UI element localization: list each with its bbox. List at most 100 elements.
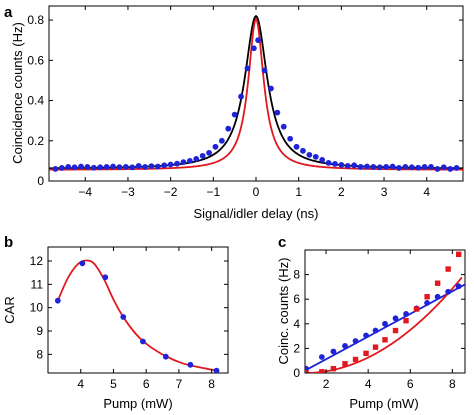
panel-a-x-ticks: −4 −3 −2 −1 0 1 2 3 4	[78, 6, 430, 199]
panel-a-data-point	[325, 159, 332, 166]
panel-a-data-point	[174, 160, 180, 167]
panel-c-data-point	[372, 344, 379, 350]
panel-a-data-point	[364, 163, 370, 170]
panel-b-data-point	[213, 367, 220, 373]
panel-c-data-point	[342, 361, 348, 367]
panel-a-data-point	[428, 164, 434, 170]
panel-c-x-ticks: 2 4 6 8	[323, 250, 456, 391]
panel-b-x-ticks: 4 5 6 7 8	[77, 247, 215, 391]
panel-a-data-point	[338, 162, 345, 168]
panel-b-x-tick-label: 7	[176, 377, 183, 391]
panel-c-data-point	[352, 338, 359, 344]
panel-a-data-point	[389, 163, 396, 170]
panel-c-y-tick-label: 8	[293, 268, 300, 282]
panel-c-data-point	[445, 288, 452, 295]
panel-a-data-point	[161, 162, 168, 169]
panel-c-frame	[304, 249, 466, 374]
panel-b-red-fit-line	[56, 259, 217, 372]
panel-c-data-point	[392, 315, 399, 322]
panel-a-data-point	[261, 67, 268, 74]
panel-c-data-point	[372, 327, 379, 334]
panel-a-letter: a	[4, 4, 13, 21]
panel-b-data-point	[102, 274, 109, 281]
panel-a-y-ticks: 0 0.2 0.4 0.6 0.8	[27, 13, 463, 188]
panel-c-data-point	[382, 337, 388, 343]
panel-a-data-point	[421, 164, 428, 170]
panel-c: c 2 4 6 8 0 2 4 6 8 Pump (mW) Coinc. counts (Hz…	[276, 234, 466, 411]
panel-c-data-point	[434, 293, 441, 300]
panel-a-data-point	[167, 161, 174, 168]
panel-a-data-point	[180, 159, 187, 165]
panel-b-y-tick-label: 12	[30, 254, 44, 268]
panel-a-data-point	[135, 163, 142, 169]
panel-a-data-point	[287, 135, 294, 142]
panel-a-data-point	[199, 152, 206, 159]
panel-a-data-point	[238, 93, 244, 100]
panel-b-data-point	[120, 314, 127, 320]
panel-b-letter: b	[4, 234, 13, 251]
panel-a-data-point	[122, 164, 129, 170]
panel-a: a −4 −3 −2 −1 0 1 2 3 4 0 0.2 0.4 0.6 0.8 Signal/idl…	[4, 4, 464, 221]
panel-a-y-axis-label: Coincidence counts (Hz)	[10, 22, 25, 164]
panel-c-x-tick-label: 6	[407, 377, 414, 391]
panel-a-data-point	[218, 137, 225, 144]
panel-a-data-point	[129, 164, 136, 171]
panel-a-data-point	[376, 164, 383, 171]
panel-a-x-tick-label: −2	[164, 185, 178, 199]
panel-b-data-point	[187, 361, 194, 368]
panel-a-data-point	[78, 163, 84, 170]
panel-a-data-point	[332, 161, 338, 167]
panel-a-data-point	[58, 165, 65, 171]
panel-c-data-point	[455, 251, 462, 258]
panel-a-data-point	[110, 163, 116, 170]
panel-c-data-point	[319, 369, 325, 373]
panel-a-data-point	[434, 166, 441, 172]
panel-b-x-tick-label: 4	[77, 377, 84, 391]
panel-a-x-tick-label: 4	[423, 185, 430, 199]
panel-a-x-tick-label: 2	[338, 185, 345, 199]
panel-b-y-axis-label: CAR	[2, 296, 17, 323]
panel-a-data-point	[370, 164, 377, 170]
panel-a-data-point	[280, 123, 287, 130]
panel-b-y-tick-label: 10	[30, 301, 44, 315]
panel-a-data-point	[65, 164, 72, 170]
panel-c-letter: c	[278, 234, 286, 251]
panel-c-data-point	[363, 350, 369, 357]
panel-c-data-point	[455, 283, 462, 290]
panel-a-data-point	[193, 155, 200, 162]
panel-c-data-point	[403, 311, 409, 317]
panel-a-plot	[49, 14, 463, 172]
panel-c-y-tick-label: 4	[293, 317, 300, 331]
panel-a-x-tick-label: −3	[121, 185, 135, 199]
panel-b-data-point	[162, 353, 169, 360]
panel-a-data-point	[357, 164, 364, 170]
panel-c-y-tick-label: 0	[293, 366, 300, 380]
panel-a-data-point	[116, 164, 123, 171]
panel-a-data-point	[293, 143, 300, 150]
panel-a-data-point	[231, 111, 238, 118]
panel-c-x-tick-label: 8	[449, 377, 456, 391]
panel-c-data-point	[330, 365, 337, 372]
panel-a-data-point	[447, 166, 454, 172]
panel-a-data-point	[206, 149, 212, 156]
panel-a-data-point	[148, 163, 155, 170]
panel-c-data-point	[424, 299, 431, 306]
panel-a-data-point	[97, 164, 104, 171]
panel-a-data-point	[440, 164, 447, 171]
panel-b-data-point	[54, 297, 61, 304]
panel-a-data-point	[255, 37, 262, 44]
panel-b-series-group	[54, 259, 220, 373]
panel-a-data-point	[84, 164, 91, 170]
panel-a-y-tick-label: 0.6	[27, 53, 44, 67]
panel-b-y-tick-label: 11	[31, 277, 44, 291]
panel-a-data-point	[142, 164, 148, 170]
panel-c-x-tick-label: 2	[323, 377, 330, 391]
panel-a-y-tick-label: 0.4	[27, 94, 44, 108]
panel-b-x-axis-label: Pump (mW)	[103, 396, 172, 411]
panel-a-data-point	[103, 164, 110, 170]
panel-c-data-point	[382, 320, 388, 327]
panel-a-y-tick-label: 0.8	[27, 13, 44, 27]
panel-c-y-axis-label: Coinc. counts (Hz)	[276, 258, 291, 365]
panel-c-data-point	[352, 356, 359, 363]
panel-a-data-point	[306, 151, 313, 158]
